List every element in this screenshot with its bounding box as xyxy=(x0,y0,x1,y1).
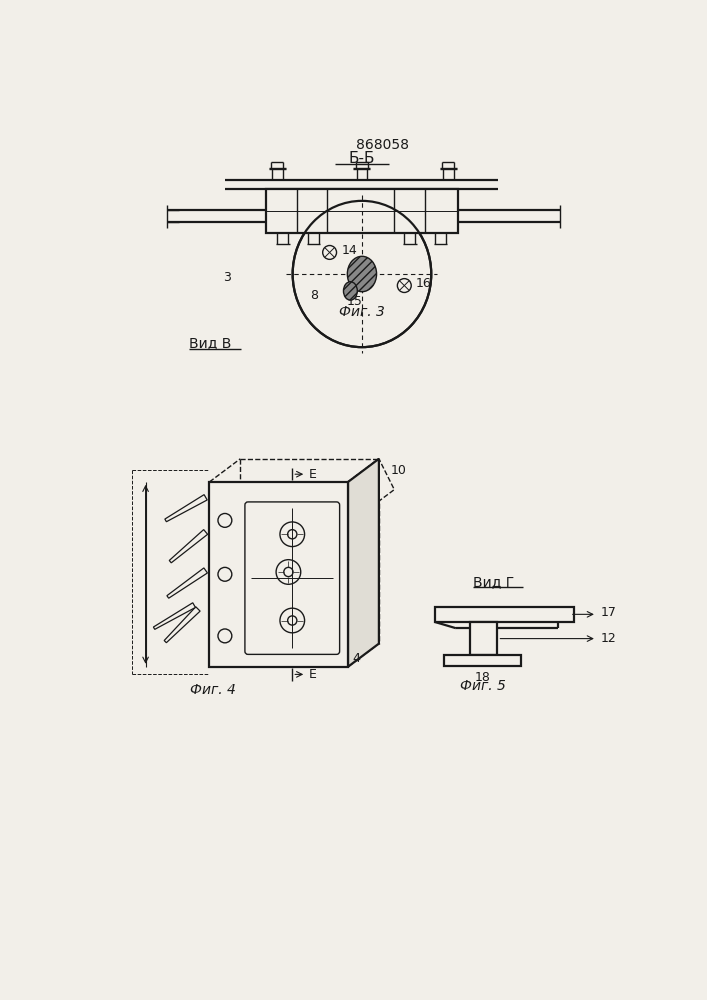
Text: Фиг. 4: Фиг. 4 xyxy=(190,683,236,697)
Text: 16: 16 xyxy=(416,277,431,290)
Text: Фиг. 3: Фиг. 3 xyxy=(339,306,385,320)
Text: E: E xyxy=(309,468,317,481)
Text: 868058: 868058 xyxy=(356,138,409,152)
Ellipse shape xyxy=(293,201,431,347)
Ellipse shape xyxy=(344,282,357,300)
Polygon shape xyxy=(165,495,207,522)
Polygon shape xyxy=(167,568,207,598)
Text: Вид В: Вид В xyxy=(189,336,231,350)
Text: 4: 4 xyxy=(352,652,360,666)
Polygon shape xyxy=(169,530,208,563)
Text: 14: 14 xyxy=(342,244,358,257)
Text: 8: 8 xyxy=(310,289,318,302)
Text: 17: 17 xyxy=(601,606,617,619)
Text: Вид Г: Вид Г xyxy=(473,575,514,589)
Bar xyxy=(444,655,521,666)
Bar xyxy=(209,482,348,667)
Text: 15: 15 xyxy=(346,295,362,308)
Polygon shape xyxy=(348,459,379,667)
Text: E: E xyxy=(309,668,317,681)
Text: 18: 18 xyxy=(475,671,491,684)
Polygon shape xyxy=(348,459,395,513)
Bar xyxy=(469,622,497,655)
Bar xyxy=(266,189,458,233)
Text: 3: 3 xyxy=(223,271,231,284)
Text: Фиг. 5: Фиг. 5 xyxy=(460,679,506,693)
Bar xyxy=(435,607,573,622)
Text: 10: 10 xyxy=(390,464,407,477)
Text: Б-Б: Б-Б xyxy=(349,151,375,166)
Text: 12: 12 xyxy=(601,632,617,645)
Ellipse shape xyxy=(347,256,377,292)
Polygon shape xyxy=(164,607,200,643)
Polygon shape xyxy=(153,603,195,629)
